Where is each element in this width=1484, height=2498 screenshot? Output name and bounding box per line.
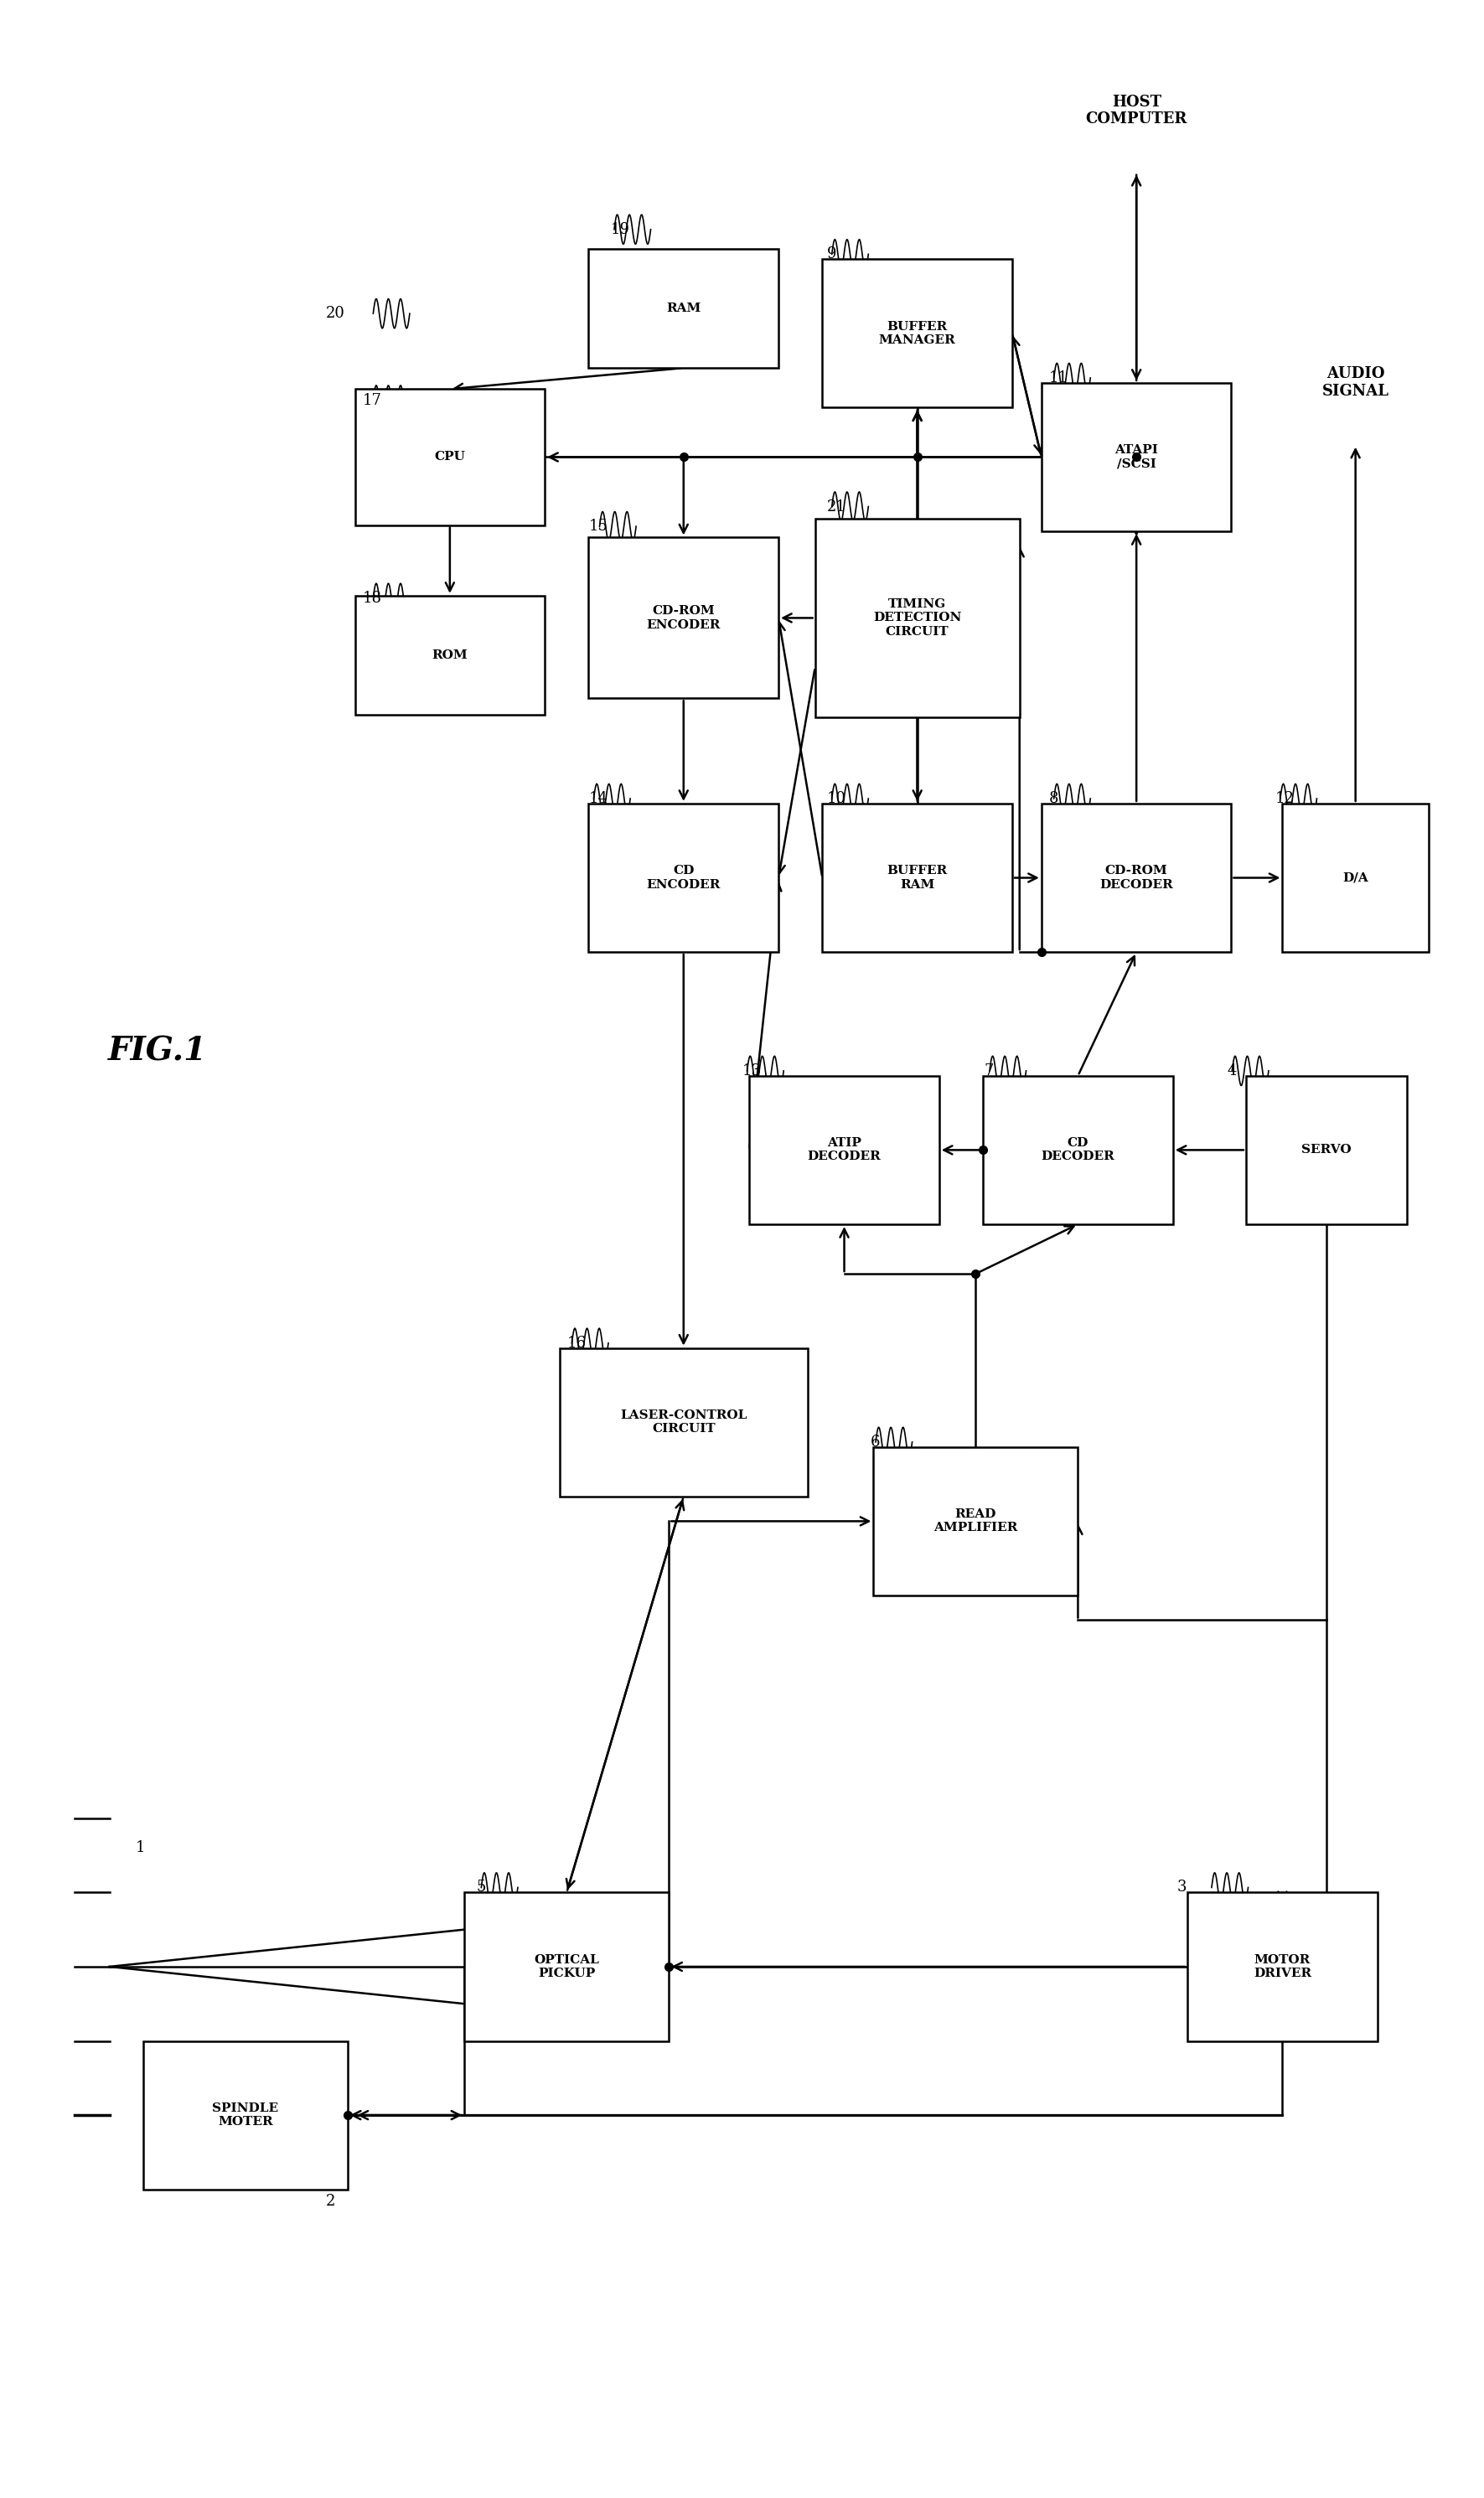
- Text: BUFFER
RAM: BUFFER RAM: [887, 864, 948, 889]
- Text: SPINDLE
MOTER: SPINDLE MOTER: [212, 2103, 279, 2128]
- Text: ATAPI
/SCSI: ATAPI /SCSI: [1114, 445, 1158, 470]
- Text: LASER-CONTROL
CIRCUIT: LASER-CONTROL CIRCUIT: [620, 1409, 746, 1434]
- Text: RAM: RAM: [666, 302, 700, 315]
- FancyBboxPatch shape: [1282, 804, 1429, 952]
- Text: 13: 13: [742, 1064, 761, 1079]
- FancyBboxPatch shape: [822, 260, 1012, 407]
- Text: 18: 18: [362, 590, 381, 605]
- FancyBboxPatch shape: [355, 595, 545, 714]
- FancyBboxPatch shape: [1247, 1077, 1407, 1224]
- Text: CD
DECODER: CD DECODER: [1042, 1137, 1114, 1162]
- Text: CPU: CPU: [435, 452, 466, 462]
- Text: 3: 3: [1177, 1881, 1187, 1896]
- Text: 20: 20: [325, 307, 344, 322]
- FancyBboxPatch shape: [874, 1446, 1077, 1596]
- Text: READ
AMPLIFIER: READ AMPLIFIER: [933, 1509, 1018, 1534]
- Text: AUDIO
SIGNAL: AUDIO SIGNAL: [1322, 367, 1389, 400]
- Text: CD-ROM
ENCODER: CD-ROM ENCODER: [647, 605, 721, 629]
- Text: TIMING
DETECTION
CIRCUIT: TIMING DETECTION CIRCUIT: [873, 600, 962, 637]
- Text: 6: 6: [871, 1434, 880, 1449]
- FancyBboxPatch shape: [355, 390, 545, 525]
- Text: ATIP
DECODER: ATIP DECODER: [807, 1137, 881, 1162]
- Text: 4: 4: [1227, 1064, 1236, 1079]
- Text: CD-ROM
DECODER: CD-ROM DECODER: [1100, 864, 1174, 889]
- Text: 1: 1: [137, 1841, 145, 1856]
- Text: BUFFER
MANAGER: BUFFER MANAGER: [879, 320, 956, 347]
- FancyBboxPatch shape: [749, 1077, 939, 1224]
- FancyBboxPatch shape: [982, 1077, 1172, 1224]
- Text: OPTICAL
PICKUP: OPTICAL PICKUP: [534, 1953, 600, 1978]
- Text: CD
ENCODER: CD ENCODER: [647, 864, 721, 889]
- Text: 5: 5: [476, 1881, 485, 1896]
- FancyBboxPatch shape: [1042, 804, 1232, 952]
- Text: 2: 2: [325, 2193, 335, 2208]
- Text: FIG.1: FIG.1: [108, 1034, 208, 1067]
- Text: 16: 16: [567, 1336, 586, 1351]
- Text: 10: 10: [827, 792, 846, 807]
- Text: 15: 15: [589, 520, 608, 535]
- Text: 14: 14: [589, 792, 608, 807]
- FancyBboxPatch shape: [589, 250, 779, 367]
- Text: 11: 11: [1049, 370, 1068, 385]
- FancyBboxPatch shape: [559, 1349, 807, 1496]
- Text: MOTOR
DRIVER: MOTOR DRIVER: [1254, 1953, 1312, 1978]
- FancyBboxPatch shape: [589, 804, 779, 952]
- Text: 9: 9: [827, 247, 837, 262]
- Text: 7: 7: [984, 1064, 994, 1079]
- FancyBboxPatch shape: [1042, 382, 1232, 532]
- Text: HOST
COMPUTER: HOST COMPUTER: [1085, 95, 1187, 127]
- Text: 8: 8: [1049, 792, 1058, 807]
- Text: D/A: D/A: [1343, 872, 1368, 884]
- FancyBboxPatch shape: [142, 2041, 347, 2188]
- FancyBboxPatch shape: [822, 804, 1012, 952]
- Text: 19: 19: [610, 222, 629, 237]
- FancyBboxPatch shape: [589, 537, 779, 699]
- Text: 21: 21: [827, 500, 846, 515]
- Text: 17: 17: [362, 392, 381, 407]
- FancyBboxPatch shape: [1187, 1893, 1377, 2041]
- Text: ROM: ROM: [432, 649, 467, 662]
- Text: 12: 12: [1275, 792, 1294, 807]
- Text: SERVO: SERVO: [1301, 1144, 1352, 1157]
- FancyBboxPatch shape: [815, 520, 1020, 717]
- FancyBboxPatch shape: [464, 1893, 669, 2041]
